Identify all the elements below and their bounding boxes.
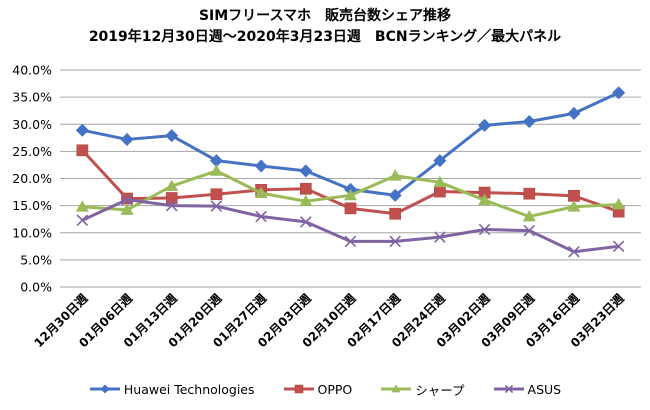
data-point	[568, 245, 580, 258]
data-point	[255, 210, 267, 223]
x-marker-stroke	[612, 240, 625, 253]
legend-marker-icon	[381, 384, 412, 393]
data-point	[344, 235, 357, 248]
data-point	[567, 200, 581, 212]
series-シャープ	[75, 164, 626, 222]
data-point	[388, 169, 402, 181]
legend-item: Huawei Technologies	[89, 382, 255, 397]
legend-marker-icon	[89, 384, 120, 394]
legend: Huawei Technologies OPPO シャープ ASUS	[0, 379, 650, 399]
x-marker-stroke	[389, 235, 401, 248]
x-marker-stroke	[434, 231, 446, 243]
data-point	[294, 384, 303, 394]
y-tick-label: 15.0%	[12, 198, 52, 213]
legend-label: Huawei Technologies	[123, 381, 255, 397]
series-asus	[76, 193, 625, 258]
y-tick-label: 10.0%	[12, 225, 52, 240]
data-point	[612, 240, 625, 253]
data-point	[209, 164, 223, 176]
series-huawei-technologies	[75, 86, 626, 202]
y-tick-label: 25.0%	[12, 144, 52, 159]
gridlines	[60, 69, 641, 288]
data-point	[344, 202, 357, 215]
y-tick-label: 20.0%	[12, 171, 52, 186]
legend-marker-icon	[283, 384, 314, 394]
data-point	[522, 115, 536, 129]
legend-label: シャープ	[415, 382, 465, 398]
data-point	[612, 198, 626, 210]
x-marker-stroke	[523, 224, 536, 237]
data-point	[299, 164, 313, 178]
legend-label: ASUS	[527, 381, 562, 397]
data-point	[433, 154, 447, 168]
data-point	[389, 235, 401, 248]
data-point	[76, 144, 89, 157]
legend-item: ASUS	[493, 381, 562, 397]
data-point	[612, 86, 626, 100]
series-line	[82, 91, 620, 197]
x-marker-stroke	[255, 210, 267, 223]
data-point	[254, 186, 268, 199]
x-marker-stroke	[504, 384, 513, 394]
x-marker-stroke	[568, 245, 580, 258]
legend-label: OPPO	[317, 381, 353, 397]
data-point	[299, 194, 313, 207]
data-point	[434, 231, 446, 243]
data-point	[567, 106, 581, 120]
data-point	[478, 223, 491, 236]
line-chart: 0.0% 5.0% 10.0% 15.0% 20.0% 25.0% 30.0% 35.0% 40…	[12, 63, 641, 351]
x-axis-ticks: 12月30日週01月06日週01月13日週01月20日週01月27日週02月03…	[31, 291, 627, 351]
x-marker-stroke	[210, 200, 223, 212]
data-point	[299, 182, 312, 195]
data-point	[522, 209, 536, 222]
data-point	[210, 200, 223, 212]
x-marker-stroke	[344, 235, 357, 248]
x-marker-stroke	[76, 214, 89, 227]
data-point	[165, 179, 179, 191]
data-point	[75, 123, 89, 137]
x-marker-stroke	[165, 199, 178, 212]
data-point	[75, 200, 89, 212]
y-tick-label: 30.0%	[12, 117, 52, 132]
data-point	[523, 224, 536, 237]
data-point	[391, 384, 401, 393]
data-point	[76, 214, 89, 227]
data-point	[478, 118, 492, 132]
data-point	[165, 199, 178, 212]
y-tick-label: 35.0%	[12, 90, 52, 105]
data-point	[120, 132, 134, 146]
data-point	[254, 159, 268, 173]
x-marker-stroke	[478, 223, 491, 236]
chart-subtitle: 2019年12月30日週〜2020年3月23日週 BCNランキング／最大パネル	[88, 29, 562, 45]
data-point	[568, 190, 580, 202]
data-point	[389, 207, 402, 220]
data-point	[165, 129, 179, 143]
x-marker-stroke	[121, 193, 133, 206]
data-point	[210, 188, 223, 201]
y-axis-ticks: 0.0% 5.0% 10.0% 15.0% 20.0% 25.0% 30.0% 35.0% 40…	[12, 63, 52, 295]
data-point	[434, 185, 446, 198]
x-marker-stroke	[300, 216, 312, 228]
chart-title: SIMフリースマホ 販売台数シェア推移	[198, 8, 452, 24]
data-point	[121, 193, 133, 206]
data-point	[100, 384, 110, 394]
series-group	[75, 86, 626, 258]
legend-item: シャープ	[380, 380, 465, 399]
data-point	[504, 384, 513, 394]
legend-marker-icon	[493, 384, 524, 394]
data-point	[344, 188, 357, 201]
data-point	[478, 193, 492, 206]
y-tick-label: 5.0%	[20, 252, 52, 267]
data-point	[300, 216, 312, 228]
data-point	[209, 154, 223, 168]
data-point	[120, 203, 134, 215]
data-point	[388, 188, 402, 202]
y-tick-label: 40.0%	[12, 63, 52, 78]
y-tick-label: 0.0%	[20, 280, 52, 295]
data-point	[165, 192, 178, 204]
series-oppo	[76, 144, 625, 220]
legend-item: OPPO	[283, 381, 353, 397]
data-point	[523, 187, 536, 200]
data-point	[433, 175, 447, 188]
